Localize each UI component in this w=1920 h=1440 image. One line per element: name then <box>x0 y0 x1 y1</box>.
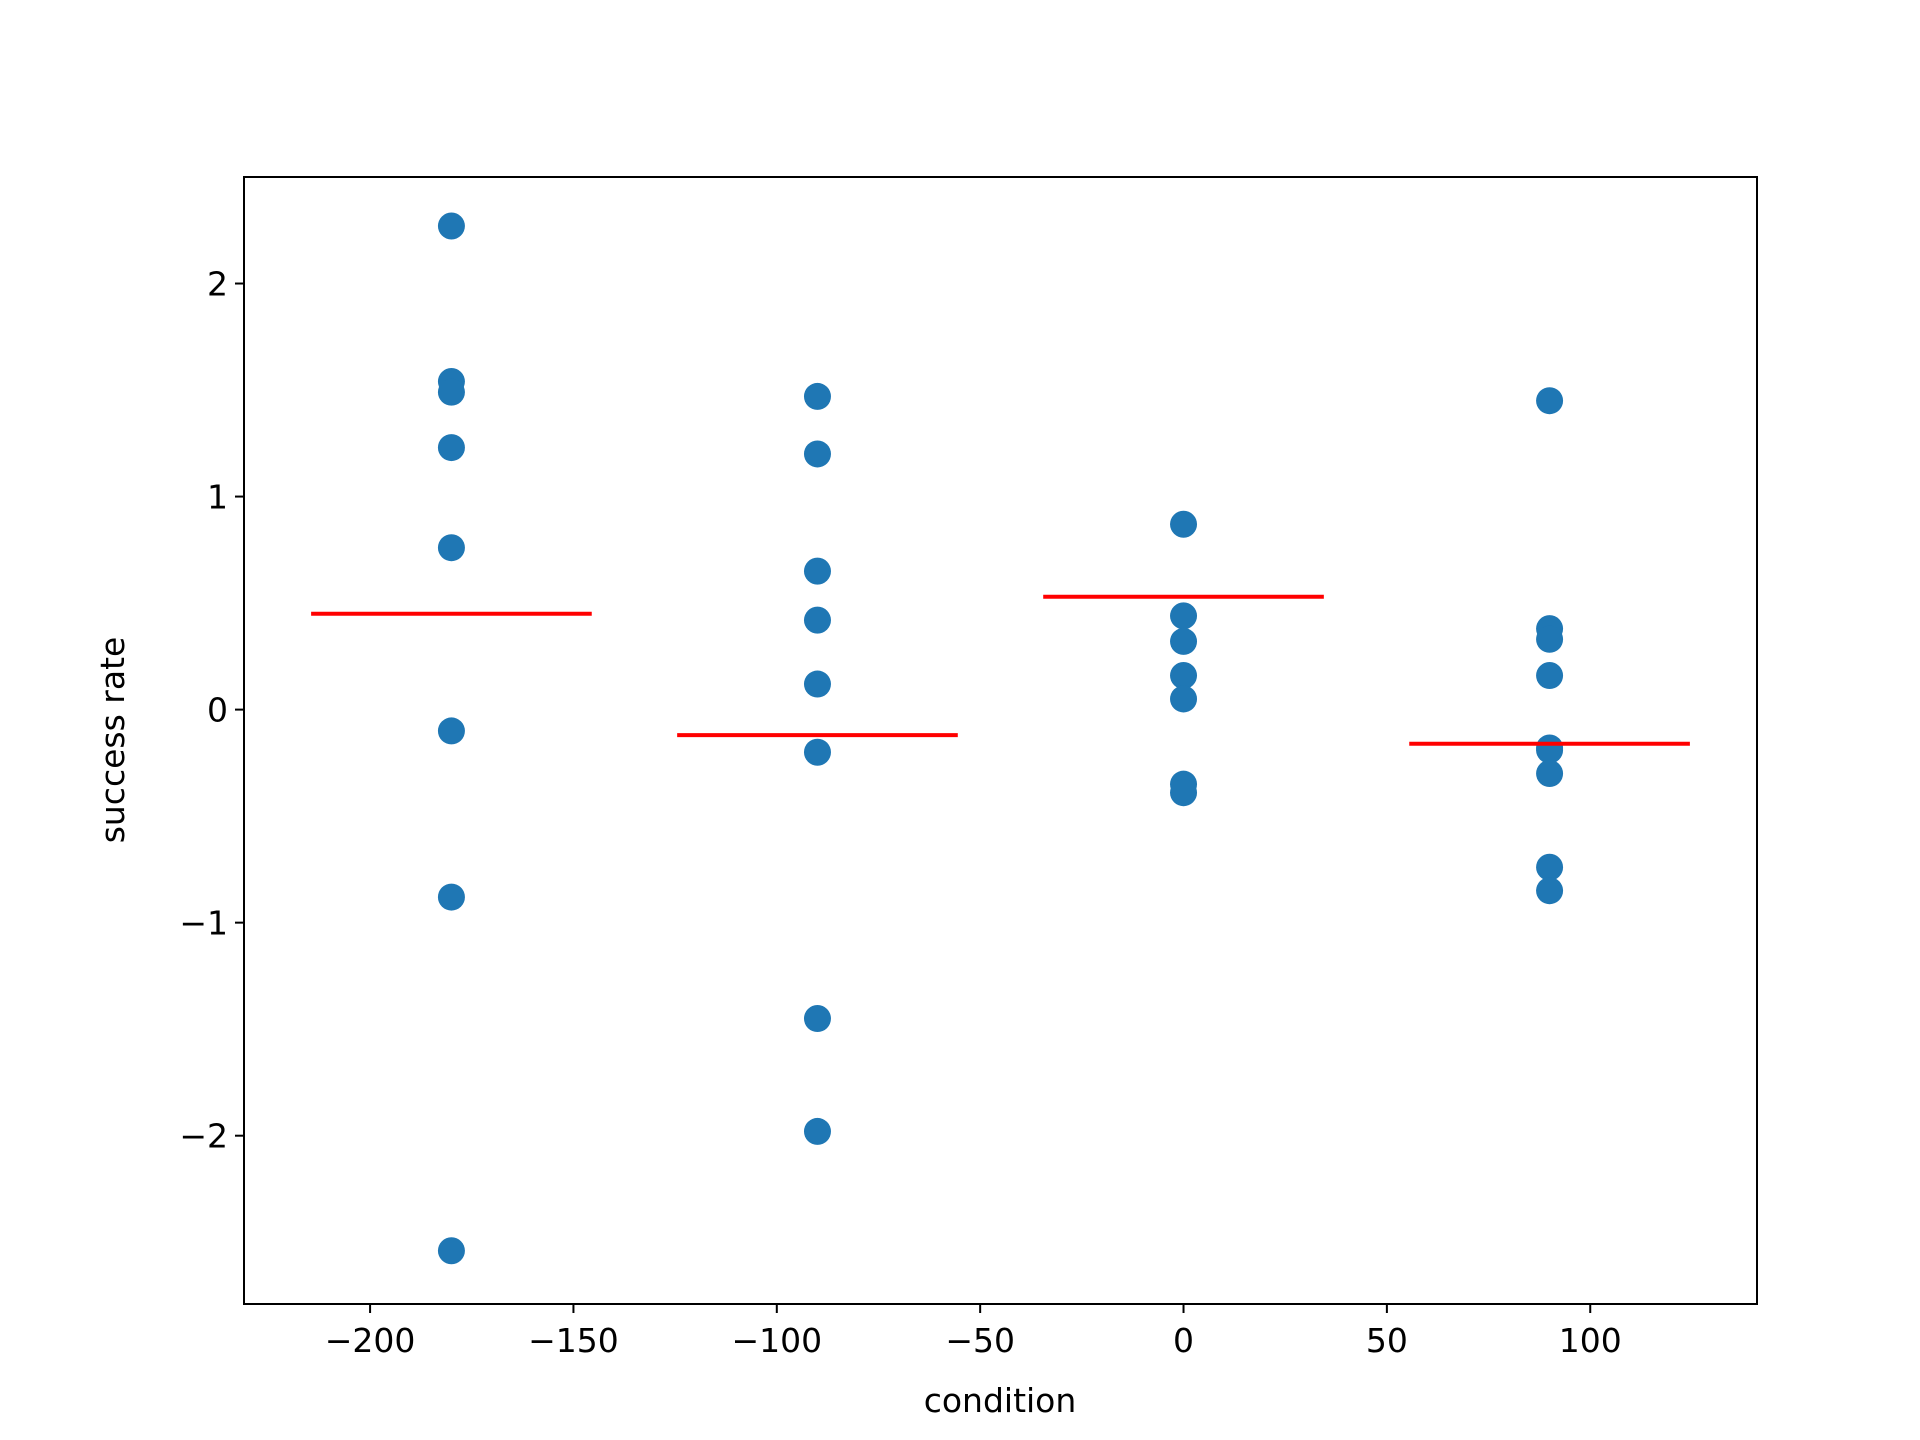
x-tick-label: 50 <box>1366 1321 1408 1360</box>
point <box>437 378 465 406</box>
point <box>437 434 465 462</box>
point <box>1536 662 1564 690</box>
y-tick-label: 1 <box>207 478 228 517</box>
x-tick-label: 0 <box>1173 1321 1194 1360</box>
y-tick-label: −1 <box>179 904 228 943</box>
plot-frame <box>243 176 1758 1305</box>
x-tick-label: −100 <box>731 1321 822 1360</box>
y-axis-label: success rate <box>93 637 132 844</box>
y-tick-label: 2 <box>207 265 228 304</box>
point <box>803 382 831 410</box>
x-tick-label: 100 <box>1559 1321 1622 1360</box>
x-tick-label: −50 <box>945 1321 1015 1360</box>
point <box>1170 779 1198 807</box>
point <box>1536 877 1564 905</box>
y-tick-label: 0 <box>207 691 228 730</box>
point <box>1170 662 1198 690</box>
y-tick-label: −2 <box>179 1117 228 1156</box>
point <box>1170 627 1198 655</box>
x-axis-label: condition <box>924 1381 1077 1420</box>
point <box>1536 853 1564 881</box>
point <box>803 670 831 698</box>
point <box>803 606 831 634</box>
point <box>437 1237 465 1265</box>
point <box>803 1005 831 1033</box>
point <box>803 557 831 585</box>
point <box>1170 685 1198 713</box>
point <box>1536 387 1564 415</box>
point <box>437 534 465 562</box>
point <box>803 738 831 766</box>
point <box>803 440 831 468</box>
point <box>803 1117 831 1145</box>
point <box>1170 602 1198 630</box>
x-tick-label: −200 <box>325 1321 416 1360</box>
x-tick-label: −150 <box>528 1321 619 1360</box>
point <box>1536 760 1564 788</box>
point <box>437 883 465 911</box>
point <box>1170 510 1198 538</box>
point <box>1536 736 1564 764</box>
point <box>1536 625 1564 653</box>
point <box>437 212 465 240</box>
point <box>437 717 465 745</box>
